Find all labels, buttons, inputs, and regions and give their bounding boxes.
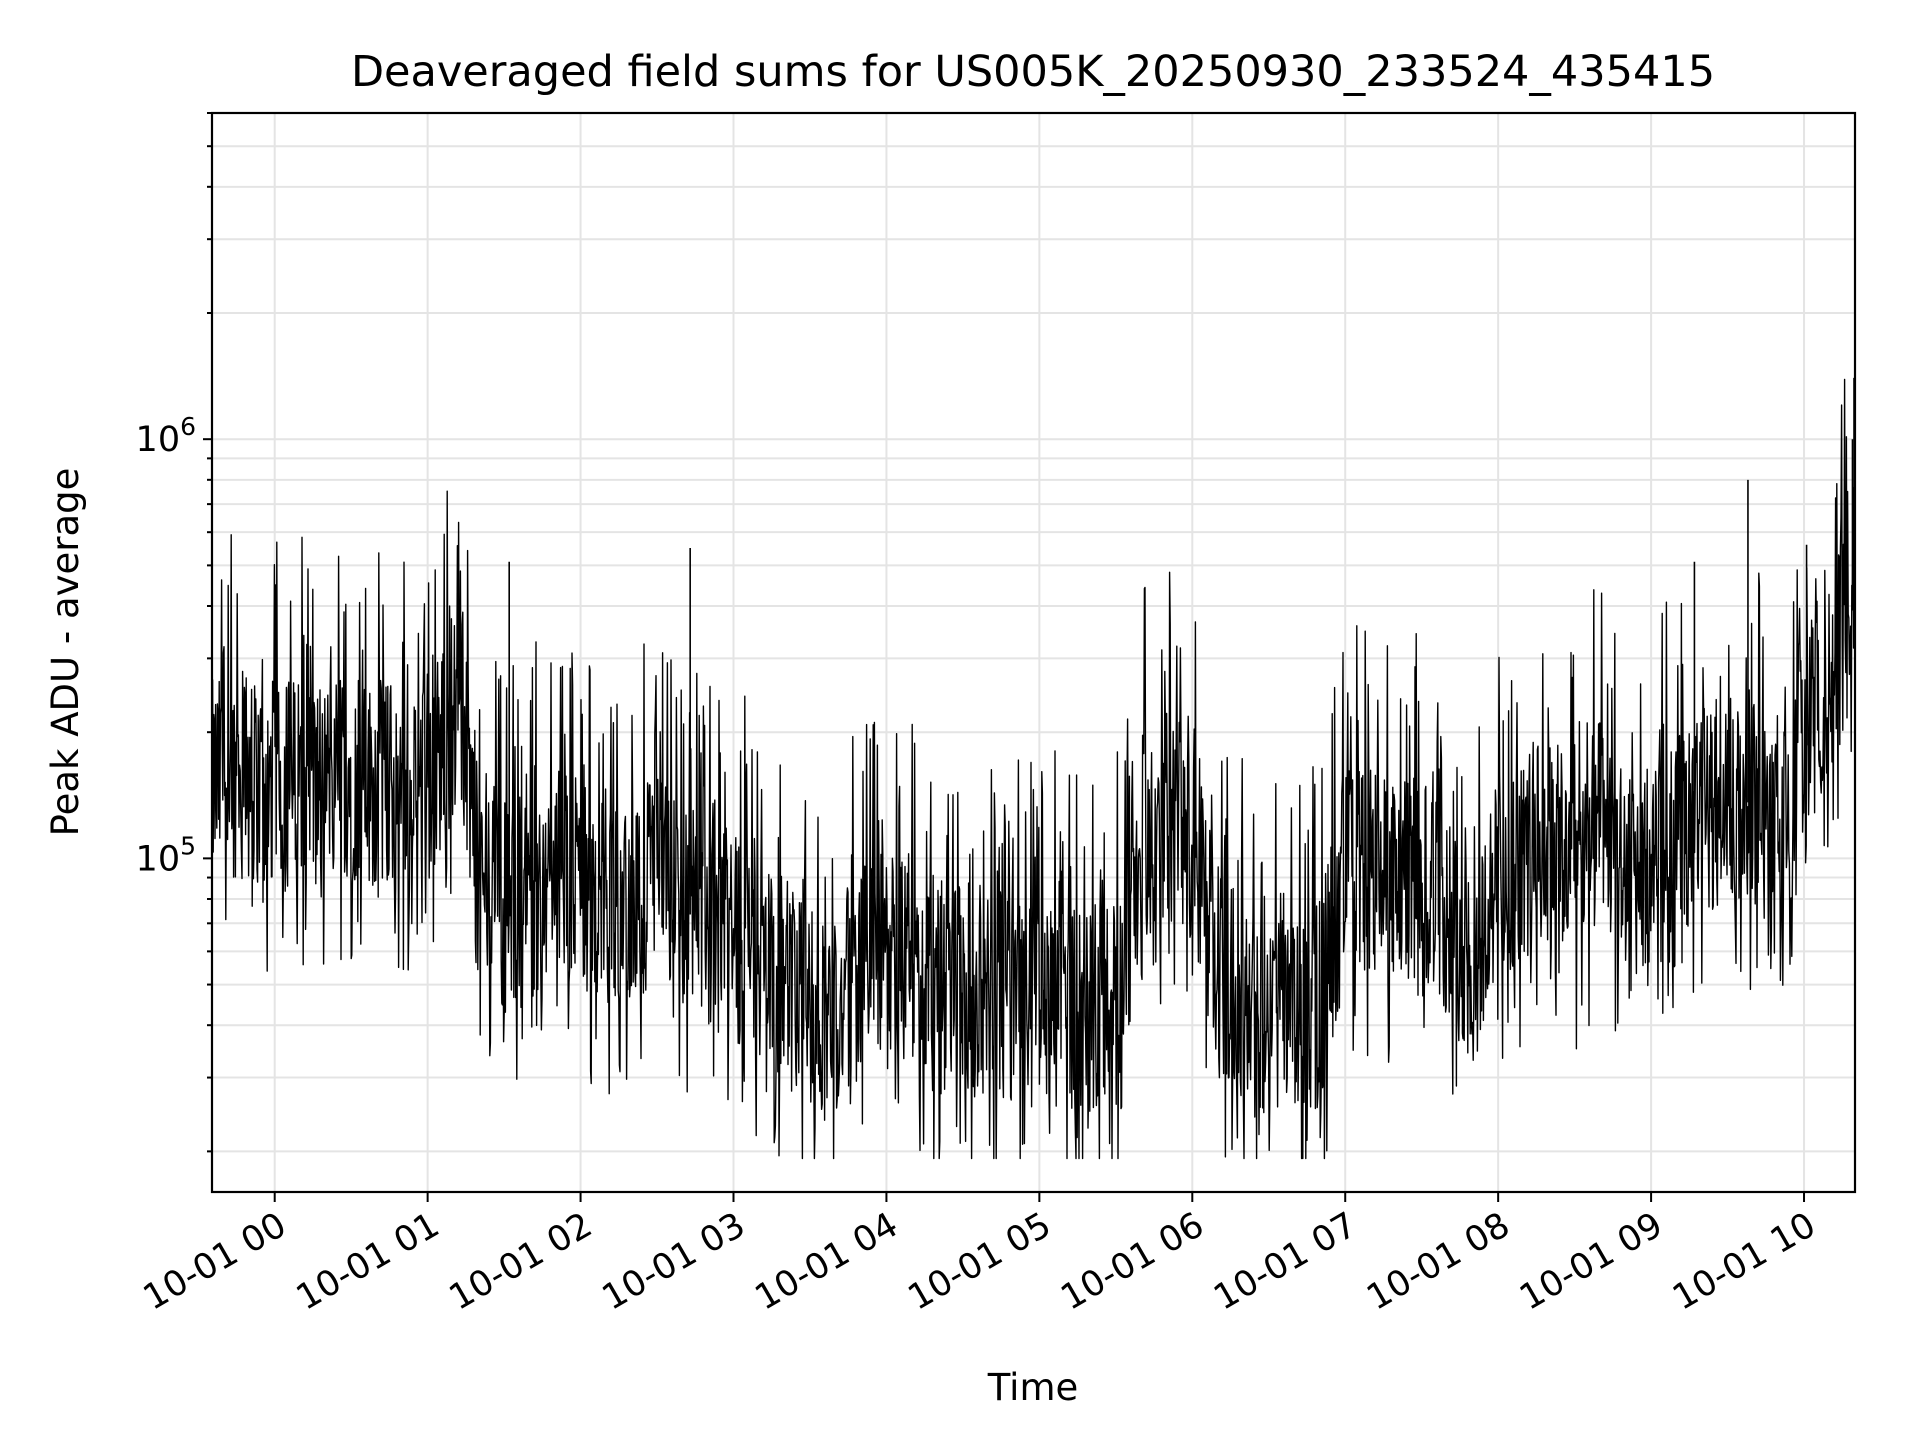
y-axis-label: Peak ADU - average [44, 468, 87, 837]
y-tick-label: 106 [136, 412, 196, 460]
y-axis: 105 106 [136, 112, 212, 1153]
x-axis-label: Time [987, 1366, 1079, 1409]
chart-title: Deaveraged field sums for US005K_2025093… [351, 47, 1715, 97]
plot-frame [210, 111, 1857, 1194]
series-line [211, 378, 1856, 1160]
y-tick-label: 105 [136, 831, 196, 879]
